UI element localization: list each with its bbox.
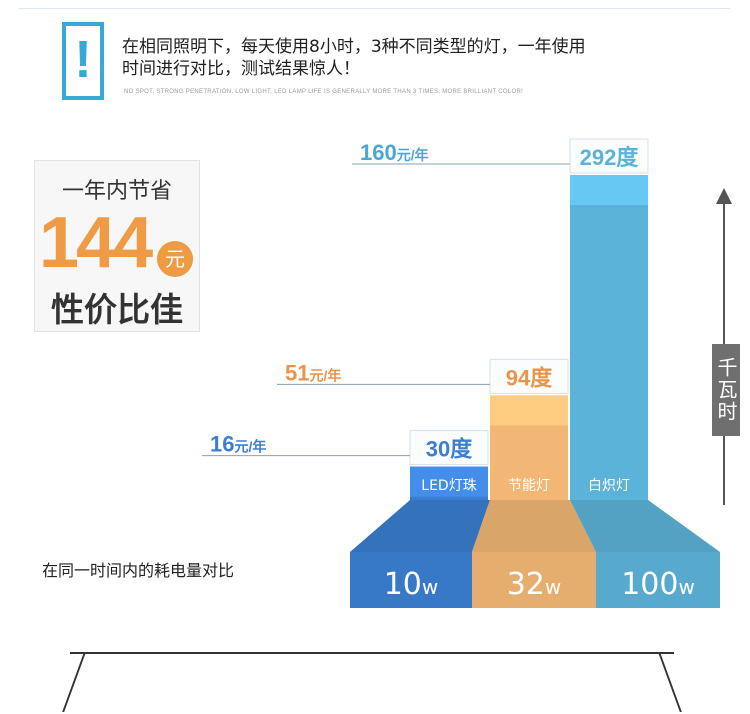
- platform-front-1: [472, 552, 596, 608]
- cost-label-1: 51元/年: [285, 360, 341, 385]
- y-axis-arrowhead: [716, 188, 732, 204]
- value-slogan: 性价比佳: [51, 290, 183, 329]
- savings-title: 一年内节省: [61, 179, 172, 204]
- exclamation-mark: !: [74, 31, 92, 89]
- headline: 在相同照明下，每天使用8小时，3种不同类型的灯，一年使用时间进行对比，测试结果惊…: [122, 37, 586, 79]
- power-label-1: 32w: [507, 567, 562, 602]
- y-axis-unit-label: 千瓦时: [712, 344, 740, 436]
- bottom-frame: [70, 652, 674, 714]
- bar-2: [570, 175, 648, 500]
- platform-top-2: [570, 500, 720, 552]
- platform-front-0: [350, 552, 472, 608]
- savings-unit: 元: [157, 241, 193, 277]
- power-label-0: 10w: [384, 567, 439, 602]
- bar-highlight-2: [570, 175, 648, 205]
- category-label-2: 白炽灯: [588, 478, 630, 494]
- value-label-0: 30度: [426, 437, 473, 462]
- cost-label-0: 16元/年: [210, 432, 266, 457]
- category-label-0: LED灯珠: [421, 478, 476, 494]
- value-label-box-0: [409, 430, 489, 466]
- alert-icon: !: [62, 22, 104, 100]
- category-label-1: 节能灯: [508, 478, 550, 494]
- value-label-box-2: [569, 138, 649, 174]
- value-label-box-1: [489, 358, 569, 394]
- top-divider: [18, 8, 730, 9]
- savings-amount: 144: [39, 203, 153, 283]
- platform-top-0: [350, 500, 490, 552]
- savings-badge: 一年内节省 144 元 性价比佳: [34, 160, 200, 332]
- value-label-1: 94度: [506, 365, 553, 390]
- comparison-caption: 在同一时间内的耗电量对比: [42, 561, 235, 580]
- value-label-2: 292度: [580, 145, 640, 170]
- platform-top-1: [472, 500, 596, 552]
- power-label-2: 100w: [621, 567, 695, 602]
- platform-front-2: [596, 552, 720, 608]
- bar-highlight-1: [490, 395, 568, 426]
- bar-highlight-0: [410, 466, 488, 497]
- cost-label-2: 160元/年: [360, 140, 429, 165]
- english-subline: NO SPOT, STRONG PENETRATION, LOW LIGHT, …: [124, 89, 524, 95]
